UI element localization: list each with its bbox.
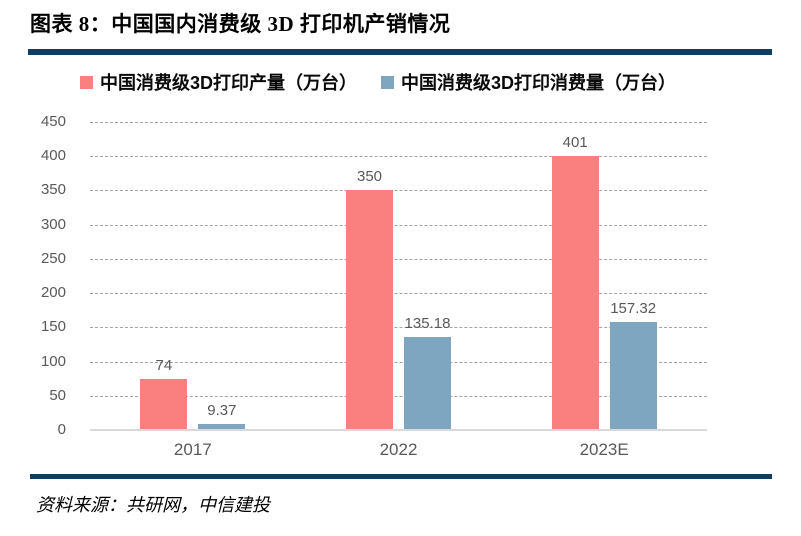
y-tick-label: 50 — [49, 386, 66, 404]
y-tick-label: 400 — [40, 147, 66, 165]
legend-swatch-production — [80, 75, 93, 89]
y-tick-label: 250 — [40, 249, 66, 267]
bar-value-label: 74 — [155, 357, 173, 375]
y-tick-label: 450 — [40, 113, 66, 130]
plot-area: 74 350 401 9.37 135.18 157.32 — [90, 122, 707, 430]
figure-title: 图表 8：中国国内消费级 3D 打印机产销情况 — [30, 12, 451, 36]
bar-value-label: 9.37 — [207, 401, 237, 419]
y-axis: 0 50 100 150 200 250 300 350 400 450 — [0, 113, 78, 438]
y-tick-label: 100 — [40, 352, 66, 370]
category-label: 2017 — [173, 440, 212, 459]
legend-item-consumption: 中国消费级3D打印消费量（万台） — [381, 70, 676, 94]
gridline — [90, 190, 707, 192]
bar-value-label: 350 — [356, 168, 383, 186]
y-tick-label: 300 — [40, 215, 66, 233]
bar-production — [551, 155, 599, 430]
bar-consumption — [404, 337, 451, 430]
x-axis: 2017 2022 2023E — [90, 440, 707, 462]
gridline — [90, 258, 707, 260]
gridline — [90, 156, 707, 158]
bar-value-label: 135.18 — [404, 315, 451, 333]
legend-label-production: 中国消费级3D打印产量（万台） — [100, 73, 358, 93]
gridline — [90, 224, 707, 226]
legend-item-production: 中国消费级3D打印产量（万台） — [80, 70, 357, 94]
bar-value-label: 401 — [562, 133, 588, 151]
category-label: 2023E — [579, 440, 629, 459]
x-axis-line — [90, 429, 707, 431]
y-tick-label: 350 — [40, 181, 66, 199]
figure-bottom-rule — [30, 474, 772, 479]
title-underline-rule — [28, 49, 772, 55]
category-label: 2022 — [379, 440, 418, 459]
bar-production — [346, 190, 393, 430]
chart-legend: 中国消费级3D打印产量（万台） 中国消费级3D打印消费量（万台） — [0, 70, 801, 94]
gridline — [90, 395, 707, 397]
bar-value-label: 157.32 — [610, 300, 657, 318]
bar-production — [140, 379, 188, 430]
source-note: 资料来源：共研网，中信建投 — [36, 495, 270, 515]
gridline — [90, 293, 707, 295]
legend-swatch-consumption — [381, 75, 394, 89]
y-tick-label: 0 — [57, 421, 66, 438]
gridline — [90, 122, 707, 123]
legend-label-consumption: 中国消费级3D打印消费量（万台） — [401, 73, 677, 93]
y-tick-label: 150 — [40, 318, 66, 336]
gridline — [90, 327, 707, 329]
gridline — [90, 361, 707, 363]
bar-consumption — [198, 423, 246, 430]
y-tick-label: 200 — [40, 284, 66, 302]
bar-consumption — [609, 322, 657, 430]
